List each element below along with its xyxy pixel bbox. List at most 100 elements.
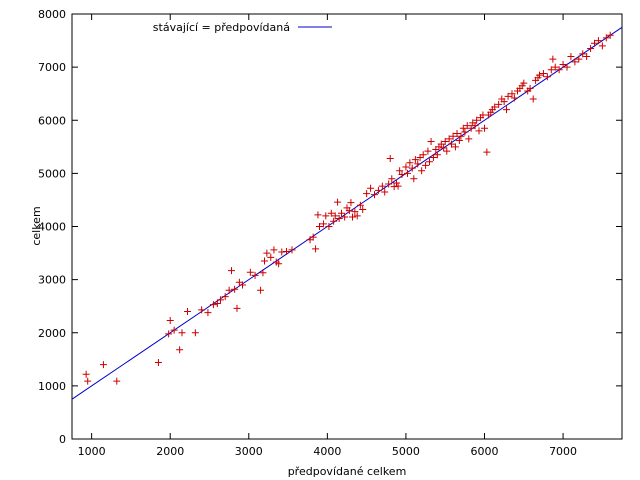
data-point <box>461 128 469 136</box>
data-point <box>166 317 174 325</box>
data-point <box>500 98 508 106</box>
data-point <box>82 370 90 378</box>
data-point <box>459 124 467 132</box>
data-point <box>319 220 327 228</box>
data-point <box>209 301 217 309</box>
x-tick-label: 6000 <box>471 445 499 458</box>
data-point <box>221 293 229 301</box>
data-point <box>471 122 479 130</box>
data-point <box>367 184 375 192</box>
data-point <box>191 329 199 337</box>
data-point <box>440 144 448 152</box>
data-point <box>170 326 178 334</box>
data-point <box>559 60 567 68</box>
data-point <box>419 151 427 159</box>
data-point <box>406 159 414 167</box>
data-point <box>394 182 402 190</box>
data-point <box>314 211 322 219</box>
data-point <box>351 208 359 216</box>
data-point <box>371 191 378 199</box>
data-point <box>217 296 224 304</box>
legend-label: stávající = předpovídaná <box>153 21 290 34</box>
data-point <box>278 248 286 256</box>
data-point <box>84 377 92 385</box>
data-point <box>402 163 410 171</box>
data-point <box>178 329 186 337</box>
data-point <box>410 175 418 183</box>
data-point <box>338 209 345 217</box>
data-point <box>481 124 488 132</box>
data-point <box>575 55 583 63</box>
data-point <box>491 103 499 111</box>
data-point <box>441 138 449 145</box>
data-point <box>555 66 563 74</box>
data-point <box>322 212 330 220</box>
data-point <box>257 286 265 294</box>
data-point <box>316 223 323 230</box>
data-point <box>598 42 606 50</box>
data-point <box>457 132 465 140</box>
data-point <box>288 246 296 254</box>
data-point <box>563 63 571 71</box>
data-point <box>536 71 543 79</box>
data-point <box>455 136 463 144</box>
data-point <box>390 183 398 191</box>
data-point <box>363 190 371 198</box>
data-point <box>225 286 233 294</box>
data-point <box>233 304 241 312</box>
data-point <box>335 215 343 223</box>
data-point <box>520 79 528 87</box>
data-point <box>453 130 461 138</box>
data-point <box>327 209 335 217</box>
data-point <box>347 199 355 207</box>
data-point <box>606 31 614 39</box>
y-tick-label: 7000 <box>38 61 66 74</box>
y-tick-label: 0 <box>59 433 66 446</box>
data-point <box>259 269 267 277</box>
data-point <box>198 306 206 314</box>
data-point <box>549 55 557 63</box>
data-point <box>239 281 246 289</box>
data-point <box>113 377 121 385</box>
data-point <box>404 169 411 177</box>
data-point <box>353 212 361 220</box>
data-point <box>465 135 473 143</box>
data-point <box>571 58 579 66</box>
data-point <box>437 140 445 148</box>
data-point <box>388 175 396 183</box>
data-point <box>228 267 235 275</box>
data-point <box>386 155 394 162</box>
data-point <box>495 100 503 108</box>
data-point <box>99 361 107 369</box>
data-point <box>154 359 162 366</box>
data-point <box>504 92 512 100</box>
data-point <box>483 148 491 156</box>
data-point <box>334 198 342 206</box>
data-point <box>602 34 610 42</box>
data-point <box>473 116 481 124</box>
y-tick-label: 1000 <box>38 380 66 393</box>
data-point <box>165 330 173 338</box>
data-point <box>443 147 451 155</box>
data-point <box>449 132 457 140</box>
y-tick-label: 3000 <box>38 274 66 287</box>
y-tick-label: 4000 <box>38 221 66 234</box>
x-tick-label: 4000 <box>313 445 341 458</box>
data-point <box>385 180 393 188</box>
data-point <box>283 247 290 255</box>
fit-line <box>71 26 623 400</box>
data-point <box>445 135 453 143</box>
data-point <box>349 213 356 221</box>
data-point <box>411 156 419 164</box>
x-tick-label: 1000 <box>78 445 106 458</box>
data-point <box>398 170 406 178</box>
data-point <box>508 90 516 98</box>
tick-labels: 1000 2000 3000 4000 5000 6000 7000 0 1000 2000 300… <box>38 8 577 458</box>
data-point <box>270 246 278 254</box>
x-tick-label: 7000 <box>549 445 577 458</box>
data-point <box>463 122 471 130</box>
data-point <box>591 39 598 47</box>
x-axis-label: předpovídané celkem <box>288 465 407 478</box>
x-tick-label: 2000 <box>156 445 184 458</box>
